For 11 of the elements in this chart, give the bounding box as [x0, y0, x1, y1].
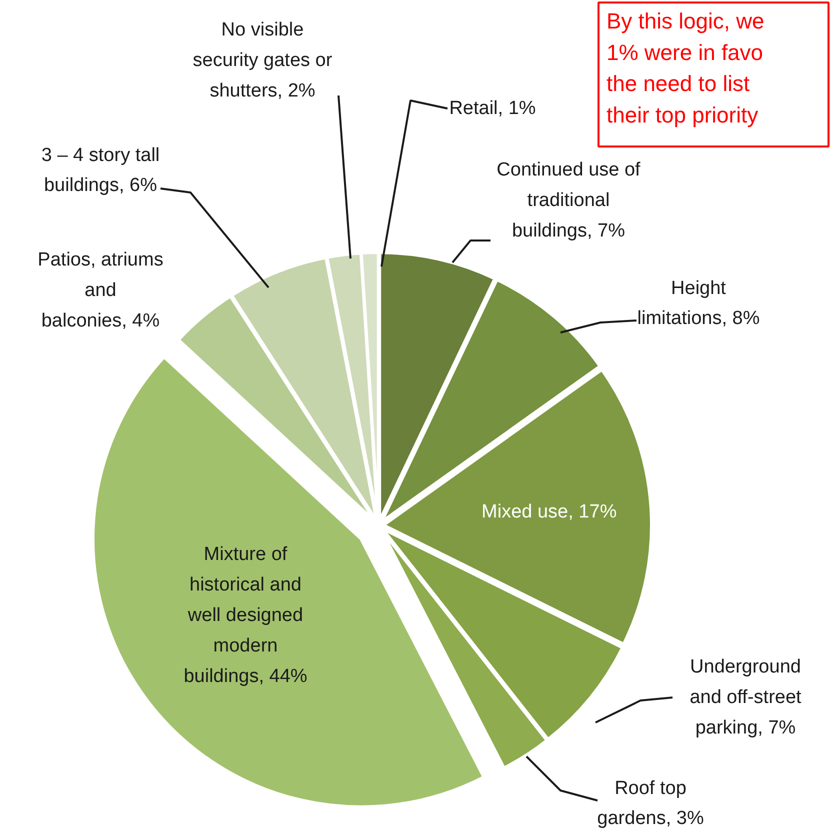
slice-label: Retail, 1%	[449, 98, 536, 119]
slice-label: Roof top gardens, 3%	[597, 778, 704, 830]
slice-label: No visible security gates or shutters, 2%	[192, 20, 333, 102]
slice-label: Continued use of traditional buildings, 7%	[496, 160, 642, 242]
slice-label: 3 – 4 story tall buildings, 6%	[41, 144, 160, 196]
slice-label: Mixture of historical and well designed modern buildings, 44%	[184, 544, 308, 687]
slice-label: Height limitations, 8%	[637, 278, 760, 330]
slice-label: Mixed use, 17%	[482, 501, 617, 522]
slice-label: Underground and off-street parking, 7%	[690, 656, 802, 738]
slice-label: Patios, atriums and balconies, 4%	[38, 250, 164, 332]
text: By this logic, we 1% were in favo the need to list their top priority	[606, 8, 764, 128]
